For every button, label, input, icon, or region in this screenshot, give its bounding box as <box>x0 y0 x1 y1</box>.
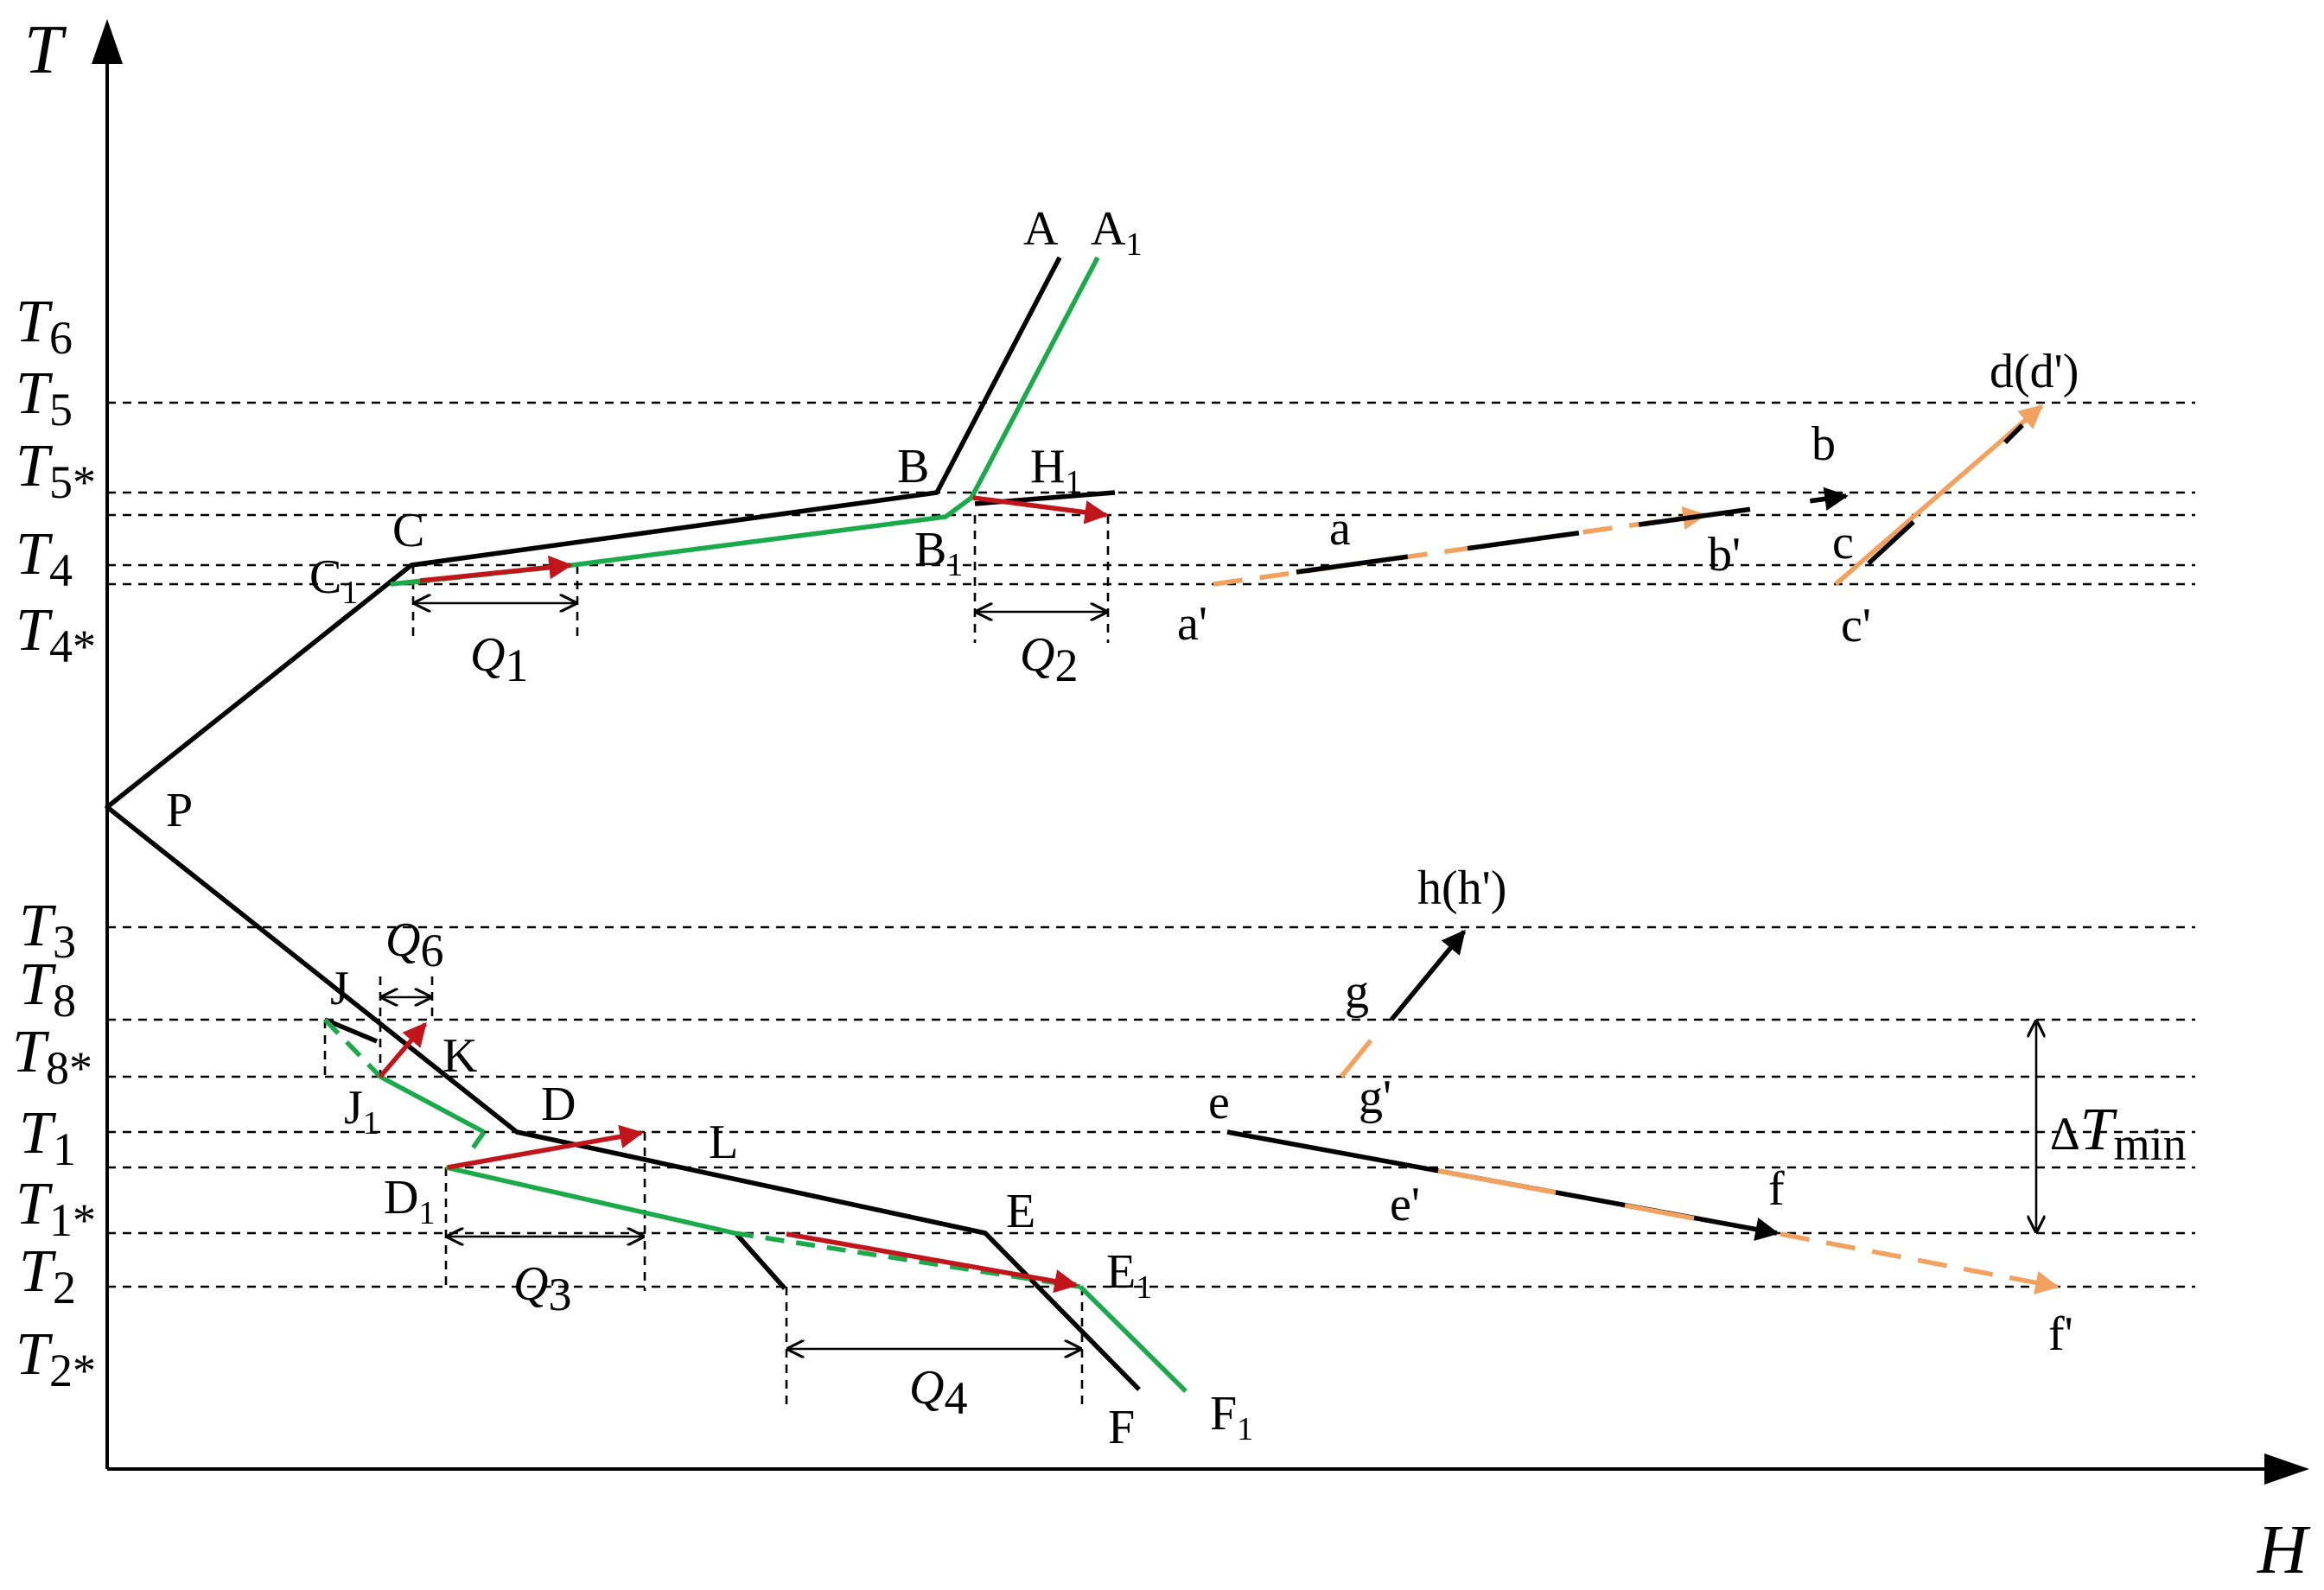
stream-c-prime-d-prime <box>1834 404 2044 587</box>
modified-dashed-d <box>469 1130 487 1151</box>
cold-segment-j-k <box>323 1017 379 1044</box>
label-b1: B1 <box>914 523 963 583</box>
label-stream-c-prime: c' <box>1841 599 1871 652</box>
label-stream-c: c <box>1832 516 1854 569</box>
label-stream-b-prime: b' <box>1708 528 1741 582</box>
label-a: A <box>1023 202 1059 256</box>
label-q4: Q4 <box>909 1361 967 1424</box>
arrow-q4 <box>786 1231 1079 1294</box>
stream-c-d-2 <box>2003 423 2024 444</box>
label-a1: A1 <box>1091 202 1142 263</box>
temperature-gridlines <box>107 401 2195 1288</box>
label-f1: F1 <box>1210 1387 1253 1447</box>
label-stream-f: f <box>1768 1162 1785 1216</box>
label-l: L <box>709 1116 738 1169</box>
label-f: F <box>1108 1401 1135 1454</box>
label-e: E <box>1006 1185 1035 1238</box>
modified-curve-upper <box>390 256 1100 587</box>
label-stream-g-prime: g' <box>1359 1071 1391 1124</box>
heat-load-labels: Q1 Q2 Q6 Q3 Q4 <box>385 628 1078 1424</box>
modified-composite-curve <box>323 256 1187 1393</box>
label-d: D <box>541 1078 576 1131</box>
label-b: B <box>897 440 929 493</box>
modified-curve-j1-d <box>379 1074 486 1135</box>
label-h1: H1 <box>1030 440 1081 500</box>
stream-e-f-overlay-2 <box>1624 1203 1695 1221</box>
label-t5-star: T5* <box>16 433 96 508</box>
label-k: K <box>443 1029 477 1083</box>
x-axis-arrowhead <box>2264 1453 2309 1485</box>
label-stream-g: g <box>1345 965 1369 1019</box>
modified-curve-d1-e <box>445 1165 735 1236</box>
label-c1: C1 <box>309 550 358 611</box>
original-composite-curve <box>105 256 1141 1391</box>
arrow-q1 <box>419 555 573 583</box>
heat-transfer-arrows <box>378 495 1109 1294</box>
axes: T H <box>24 12 2311 1588</box>
x-axis-label: H <box>2257 1512 2311 1588</box>
label-t2-star: T2* <box>16 1321 96 1396</box>
label-stream-b: b <box>1811 417 1836 471</box>
label-q2: Q2 <box>1020 628 1078 691</box>
arrow-q3 <box>447 1124 644 1170</box>
label-t6: T6 <box>16 289 73 364</box>
stream-c-d <box>1867 519 1915 566</box>
label-e1: E1 <box>1106 1245 1152 1306</box>
label-c: C <box>392 504 424 557</box>
label-t1-star: T1* <box>16 1171 96 1246</box>
arrow-q2 <box>972 495 1109 525</box>
label-t3: T3 <box>19 893 76 968</box>
temperature-labels: T6 T5 T5* T4 T4* T3 T8 T8* T1 T1* T2 T2* <box>12 289 96 1396</box>
hot-composite-curve <box>105 256 1141 1391</box>
stream-g-h <box>1389 929 1467 1021</box>
label-t2: T2 <box>19 1238 76 1313</box>
label-d1: D1 <box>384 1171 435 1231</box>
stream-a-b <box>1296 487 1849 575</box>
individual-streams <box>1213 404 2060 1294</box>
label-t4-star: T4* <box>16 597 96 672</box>
stream-e-f-overlay <box>1437 1168 1557 1195</box>
label-t8: T8 <box>19 951 76 1027</box>
label-t4: T4 <box>16 521 73 596</box>
label-stream-e-prime: e' <box>1390 1178 1420 1231</box>
label-t1: T1 <box>19 1100 76 1175</box>
point-labels: A A1 B H1 B1 C C1 P J J1 K D D1 L E E1 F… <box>166 202 1253 1454</box>
label-delta-t-min: ΔTmin <box>2050 1097 2187 1170</box>
label-p: P <box>166 784 193 837</box>
label-q3: Q3 <box>513 1257 571 1320</box>
y-axis-label: T <box>24 12 67 88</box>
label-stream-a: a <box>1329 502 1351 556</box>
label-stream-h: h(h') <box>1417 862 1506 915</box>
label-j1: J1 <box>344 1081 379 1142</box>
label-t8-star: T8* <box>12 1019 92 1094</box>
modified-curve-e1-f1 <box>1079 1285 1187 1393</box>
label-stream-e: e <box>1208 1076 1230 1129</box>
label-q1: Q1 <box>470 628 528 691</box>
label-t5: T5 <box>16 360 73 436</box>
stream-e-prime-f-prime <box>1780 1231 2060 1294</box>
stream-g-prime <box>1339 1039 1373 1078</box>
label-stream-a-prime: a' <box>1177 597 1207 651</box>
stream-labels: a a' b b' c c' d(d') h(h') g g' e e' f f… <box>1177 345 2079 1361</box>
label-stream-d: d(d') <box>1990 345 2079 398</box>
label-j: J <box>330 962 349 1015</box>
heat-load-dimensions <box>382 603 2036 1349</box>
y-axis-arrowhead <box>92 19 123 64</box>
segment-l-tail <box>734 1232 787 1290</box>
stream-a-prime-b-prime <box>1213 506 1707 587</box>
label-stream-f-prime: f' <box>2048 1307 2073 1361</box>
arrow-k <box>378 1021 428 1078</box>
modified-dashed-j <box>323 1018 382 1078</box>
label-q6: Q6 <box>385 913 443 976</box>
